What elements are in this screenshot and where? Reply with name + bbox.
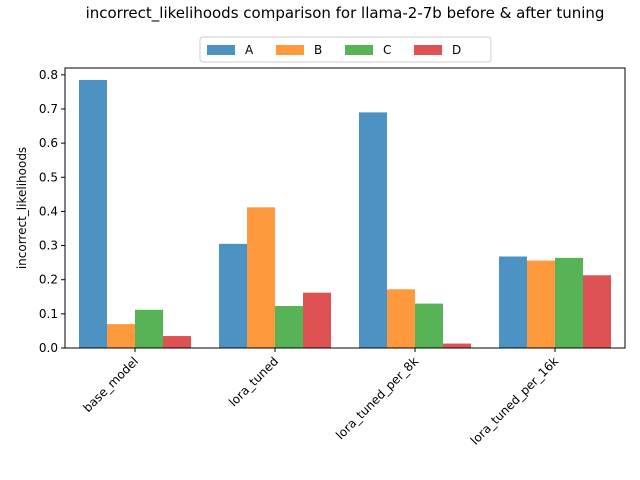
x-axis: base_model lora_tuned lora_tuned_per_8k lor… (80, 348, 561, 448)
y-tick-label: 0.4 (39, 204, 58, 218)
axes-frame (64, 67, 626, 349)
legend-swatch-c (345, 45, 373, 55)
bar-d-lora-tuned-per-16k (583, 275, 611, 348)
legend-swatch-b (276, 45, 304, 55)
bar-b-lora-tuned-per-16k (527, 260, 555, 348)
y-tick-label: 0.6 (39, 136, 58, 150)
y-tick-label: 0.1 (39, 307, 58, 321)
bar-a-lora-tuned-per-8k (359, 112, 387, 348)
legend: A B C D (199, 36, 492, 63)
legend-swatch-a (207, 45, 235, 55)
legend-label-a: A (245, 43, 254, 57)
y-tick-label: 0.2 (39, 273, 58, 287)
bar-d-base-model (163, 336, 191, 348)
bar-b-lora-tuned (247, 207, 275, 348)
y-tick-label: 0.0 (39, 341, 58, 355)
bar-d-lora-tuned-per-8k (443, 343, 471, 348)
bar-d-lora-tuned (303, 292, 331, 348)
bar-a-lora-tuned-per-16k (499, 256, 527, 348)
y-tick-label: 0.3 (39, 239, 58, 253)
y-tick-label: 0.7 (39, 102, 58, 116)
x-tick-label: lora_tuned_per_8k (333, 354, 421, 442)
y-axis-label: incorrect_likelihoods (15, 147, 29, 269)
bar-c-base-model (135, 309, 163, 348)
y-axis: 0.0 0.1 0.2 0.3 0.4 0.5 0.6 0.7 0.8 (39, 68, 65, 355)
bar-b-base-model (107, 324, 135, 348)
bar-c-lora-tuned (275, 306, 303, 348)
bar-c-lora-tuned-per-8k (415, 303, 443, 348)
plot-area (79, 79, 611, 348)
x-tick-label: lora_tuned (226, 354, 281, 409)
chart-title: incorrect_likelihoods comparison for lla… (86, 4, 605, 23)
bar-b-lora-tuned-per-8k (387, 289, 415, 348)
x-tick-label: base_model (80, 354, 141, 415)
legend-label-b: B (314, 43, 322, 57)
bar-a-base-model (79, 79, 107, 348)
y-tick-label: 0.5 (39, 170, 58, 184)
y-tick-label: 0.8 (39, 68, 58, 82)
bar-a-lora-tuned (219, 243, 247, 348)
x-tick-label: lora_tuned_per_16k (468, 354, 561, 447)
bar-c-lora-tuned-per-16k (555, 257, 583, 348)
legend-label-c: C (383, 43, 391, 57)
legend-swatch-d (414, 45, 442, 55)
legend-label-d: D (452, 43, 461, 57)
